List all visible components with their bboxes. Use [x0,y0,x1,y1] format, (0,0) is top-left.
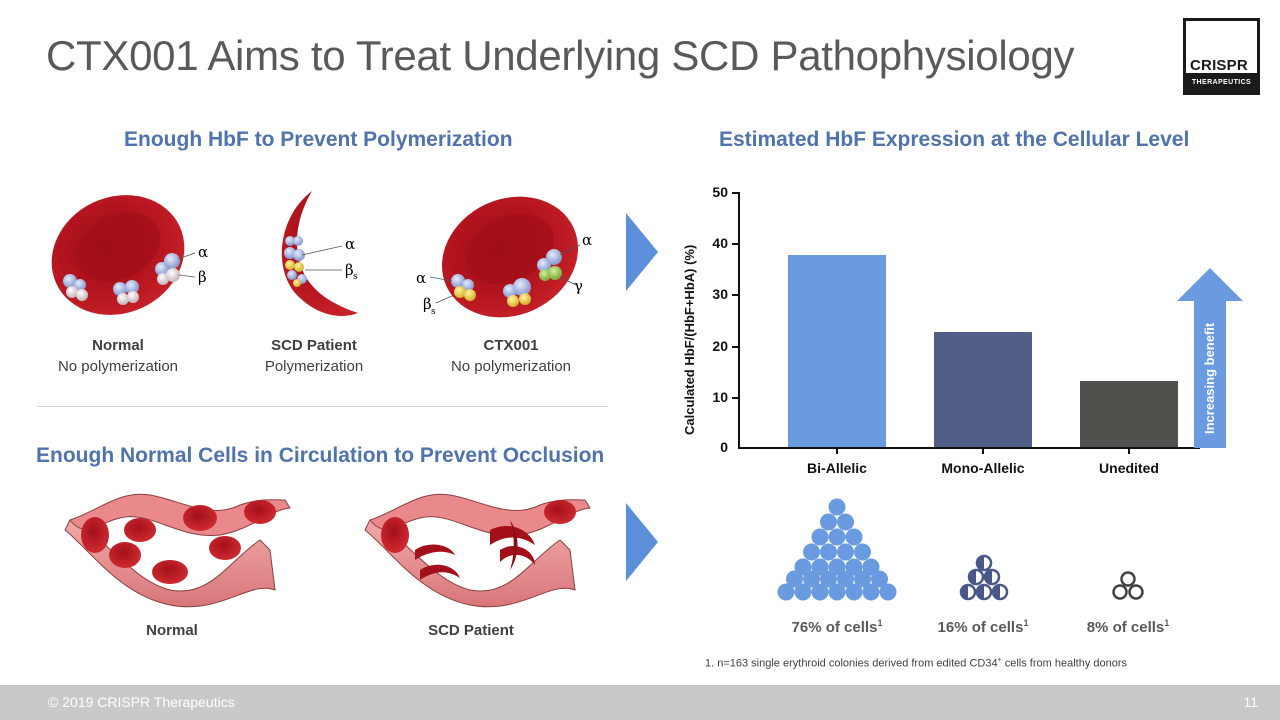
crispr-logo: CRISPR THERAPEUTICS [1183,18,1260,95]
hbf-bar-chart: Calculated HbF/(HbF+HbA) (%) 50 40 30 20… [680,180,1260,490]
occlusion-heading: Enough Normal Cells in Circulation to Pr… [36,444,605,467]
normal-cell-name: Normal [92,337,144,354]
normal-cell-caption: Normal No polymerization [38,335,198,377]
right-arrow-icon [626,503,658,581]
y-tick-40: 40 [712,235,728,251]
scd-beta-sub-label: s [353,272,358,282]
ctx-alpha-left-label: α [416,269,426,287]
y-tick-50: 50 [712,184,728,200]
hbf-expression-heading: Estimated HbF Expression at the Cellular… [719,128,1190,151]
y-tick-10: 10 [712,389,728,405]
section-divider [37,406,608,407]
ctx-beta-sub-label: s [431,307,436,317]
y-tick-20: 20 [712,338,728,354]
normal-rbc-icon [51,195,196,315]
scd-alpha-label: α [345,235,355,253]
ctx-alpha-right-label: α [582,231,592,249]
normal-beta-label: β [198,268,207,286]
scd-beta-s-label: β [345,261,354,279]
normal-cell-status: No polymerization [57,358,179,375]
mono-allelic-cells-icon [959,554,1009,601]
normal-vessel-icon [64,493,291,608]
bar-bi-allelic [788,255,886,447]
bi-allelic-percent: 76% of cells1 [791,618,883,636]
mono-allelic-percent: 16% of cells1 [937,618,1029,636]
rbc-illustrations: α β α β s α γ α β s [51,191,592,318]
slide-footer: © 2019 CRISPR Therapeutics 11 [0,685,1280,720]
ctx001-cell-name: CTX001 [483,337,539,354]
slide-title: CTX001 Aims to Treat Underlying SCD Path… [46,32,1075,79]
x-axis [738,447,1200,449]
ctx001-cell-status: No polymerization [450,358,572,375]
scd-cell-status: Polymerization [264,358,364,375]
ctx-gamma-label: γ [574,277,583,295]
y-axis [738,192,740,449]
copyright-text: © 2019 CRISPR Therapeutics [48,694,235,710]
increasing-benefit-arrow-icon [1177,268,1243,448]
scd-cell-name: SCD Patient [271,337,357,354]
x-label-unedited: Unedited [1099,460,1159,476]
x-label-mono-allelic: Mono-Allelic [941,460,1025,476]
bar-mono-allelic [934,332,1032,447]
right-arrow-icon [626,213,658,291]
scd-vessel-icon [364,493,591,608]
page-number: 11 [1243,694,1258,710]
unedited-percent: 8% of cells1 [1086,618,1170,636]
scd-vessel-label: SCD Patient [428,622,514,639]
unedited-cells-icon [1112,571,1144,600]
polymerization-heading: Enough HbF to Prevent Polymerization [124,128,513,151]
scd-cell-caption: SCD Patient Polymerization [234,335,394,377]
increasing-benefit-label: Increasing benefit [1202,322,1217,434]
vessel-illustrations [64,493,591,608]
normal-vessel-label: Normal [146,622,198,639]
ctx-beta-s-label: β [423,295,432,313]
cell-proportion-graphics [777,498,1144,601]
logo-wordmark: CRISPR [1190,57,1248,74]
ctx001-cell-caption: CTX001 No polymerization [431,335,591,377]
x-label-bi-allelic: Bi-Allelic [807,460,867,476]
sickle-rbc-icon [281,191,358,316]
footnote: 1. n=163 single erythroid colonies deriv… [705,657,1128,670]
ctx001-rbc-icon [429,196,581,318]
bar-unedited [1080,381,1178,447]
bi-allelic-cells-icon [777,498,897,601]
normal-alpha-label: α [198,243,208,261]
logo-subtitle: THERAPEUTICS [1186,73,1257,92]
y-tick-0: 0 [720,439,728,455]
y-tick-30: 30 [712,286,728,302]
y-axis-label: Calculated HbF/(HbF+HbA) (%) [682,244,697,435]
